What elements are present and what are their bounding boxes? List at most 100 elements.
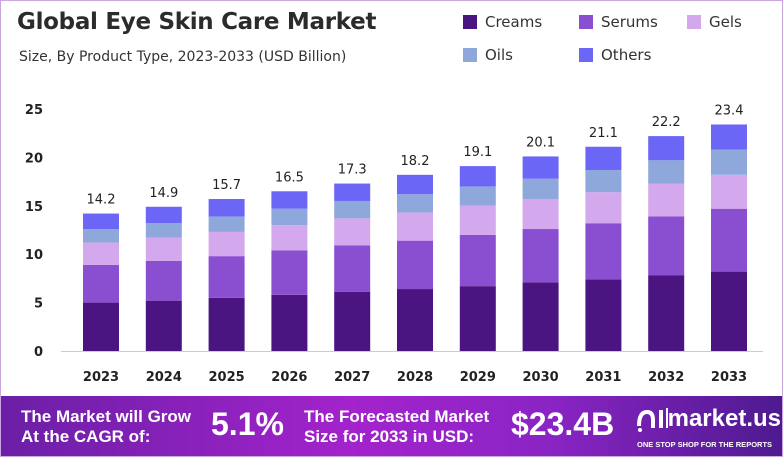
forecast-label: The Forecasted Market Size for 2033 in U… xyxy=(304,407,489,447)
x-tick-label: 2023 xyxy=(83,370,119,385)
y-tick-label: 25 xyxy=(25,103,43,118)
bar-segment-creams-2032 xyxy=(648,275,685,351)
bar-segment-serums-2028 xyxy=(397,240,433,290)
legend-item-serums: Serums xyxy=(579,13,658,31)
bar-segment-creams-2031 xyxy=(585,279,622,351)
cagr-value: 5.1% xyxy=(211,406,284,442)
bar-segment-creams-2027 xyxy=(334,291,371,351)
bar-segment-oils-2026 xyxy=(271,208,308,226)
logo-text: market.us xyxy=(667,405,781,432)
bar-segment-gels-2033 xyxy=(711,174,747,209)
x-tick-label: 2032 xyxy=(648,370,684,385)
bar-segment-others-2026 xyxy=(271,191,308,209)
total-label: 21.1 xyxy=(589,126,618,141)
x-tick-label: 2030 xyxy=(523,370,559,385)
x-tick-label: 2025 xyxy=(209,370,245,385)
bar-segment-creams-2025 xyxy=(208,297,245,351)
bar-segment-creams-2029 xyxy=(459,286,496,351)
bar-segment-others-2025 xyxy=(208,199,245,217)
plot-area: 051015202514.2202314.9202415.7202516.520… xyxy=(25,103,763,385)
bar-segment-oils-2024 xyxy=(145,223,182,238)
y-tick-label: 0 xyxy=(34,345,43,360)
bar-segment-serums-2023 xyxy=(83,264,119,303)
y-tick-label: 20 xyxy=(25,151,43,166)
bar-segment-others-2030 xyxy=(522,156,559,179)
total-label: 15.7 xyxy=(212,178,241,193)
bar-segment-gels-2025 xyxy=(208,231,245,257)
legend-swatch xyxy=(579,48,593,62)
legend-label: Serums xyxy=(601,13,658,31)
logo-row: market.us xyxy=(635,404,781,434)
legend-item-creams: Creams xyxy=(463,13,542,31)
bar-segment-creams-2033 xyxy=(711,271,747,351)
marketus-logo: market.us ONE STOP SHOP FOR THE REPORTS xyxy=(635,404,781,454)
chart-subtitle: Size, By Product Type, 2023-2033 (USD Bi… xyxy=(19,49,347,65)
forecast-label-line2: Size for 2033 in USD: xyxy=(304,427,475,446)
bar-segment-serums-2030 xyxy=(522,229,559,283)
bar-segment-others-2031 xyxy=(585,146,622,170)
bar-segment-gels-2026 xyxy=(271,225,308,251)
legend-swatch xyxy=(687,15,701,29)
x-tick-label: 2031 xyxy=(585,370,621,385)
bar-segment-gels-2029 xyxy=(459,205,496,235)
bar-segment-oils-2029 xyxy=(459,186,496,206)
total-label: 16.5 xyxy=(275,170,304,185)
legend-swatch xyxy=(463,15,477,29)
cagr-label: The Market will Grow At the CAGR of: xyxy=(21,407,191,447)
total-label: 23.4 xyxy=(715,103,744,118)
legend-item-gels: Gels xyxy=(687,13,742,31)
bar-segment-oils-2033 xyxy=(711,149,747,175)
logo-tagline: ONE STOP SHOP FOR THE REPORTS xyxy=(637,440,773,449)
legend-swatch xyxy=(463,48,477,62)
legend-label: Oils xyxy=(485,46,513,64)
bar-segment-oils-2031 xyxy=(585,169,622,193)
bar-segment-others-2023 xyxy=(83,213,119,230)
forecast-value: $23.4B xyxy=(511,406,615,442)
bar-segment-oils-2028 xyxy=(397,194,433,213)
total-label: 14.9 xyxy=(149,186,178,201)
bar-segment-oils-2027 xyxy=(334,200,371,219)
bar-segment-serums-2033 xyxy=(711,208,747,272)
bar-segment-gels-2030 xyxy=(522,199,559,230)
legend-item-others: Others xyxy=(579,46,651,64)
summary-banner: The Market will Grow At the CAGR of: 5.1… xyxy=(1,396,782,456)
bar-segment-others-2028 xyxy=(397,174,433,195)
bar-segment-oils-2032 xyxy=(648,160,685,184)
forecast-label-line1: The Forecasted Market xyxy=(304,407,490,426)
legend-label: Creams xyxy=(485,13,543,31)
bar-segment-creams-2026 xyxy=(271,294,308,351)
bar-segment-gels-2027 xyxy=(334,218,371,246)
total-label: 22.2 xyxy=(652,115,681,130)
bar-segment-gels-2032 xyxy=(648,183,685,217)
bar-segment-serums-2032 xyxy=(648,216,685,276)
cagr-label-line2: At the CAGR of: xyxy=(21,427,151,446)
y-tick-label: 5 xyxy=(34,297,43,312)
bar-segment-serums-2026 xyxy=(271,250,308,295)
bar-segment-gels-2023 xyxy=(83,242,119,265)
bar-segment-gels-2028 xyxy=(397,212,433,241)
bar-segment-oils-2030 xyxy=(522,178,559,200)
total-label: 18.2 xyxy=(401,154,430,169)
logo-icon xyxy=(637,408,668,432)
total-label: 20.1 xyxy=(526,135,555,150)
legend-item-oils: Oils xyxy=(463,46,513,64)
legend-label: Gels xyxy=(709,13,742,31)
bar-segment-others-2032 xyxy=(648,136,685,161)
bar-segment-serums-2027 xyxy=(334,245,371,292)
bar-segment-serums-2025 xyxy=(208,256,245,298)
x-tick-label: 2029 xyxy=(460,370,496,385)
bar-segment-serums-2024 xyxy=(145,260,182,301)
y-tick-label: 15 xyxy=(25,200,43,215)
bar-segment-oils-2023 xyxy=(83,229,119,243)
bar-segment-gels-2024 xyxy=(145,237,182,261)
bar-segment-creams-2030 xyxy=(522,282,559,351)
x-tick-label: 2026 xyxy=(271,370,307,385)
total-label: 14.2 xyxy=(87,193,116,208)
bar-segment-others-2033 xyxy=(711,124,747,150)
x-tick-label: 2028 xyxy=(397,370,433,385)
bar-segment-gels-2031 xyxy=(585,192,622,224)
chart-title: Global Eye Skin Care Market xyxy=(17,9,377,35)
bar-segment-others-2024 xyxy=(145,206,182,224)
legend-swatch xyxy=(579,15,593,29)
